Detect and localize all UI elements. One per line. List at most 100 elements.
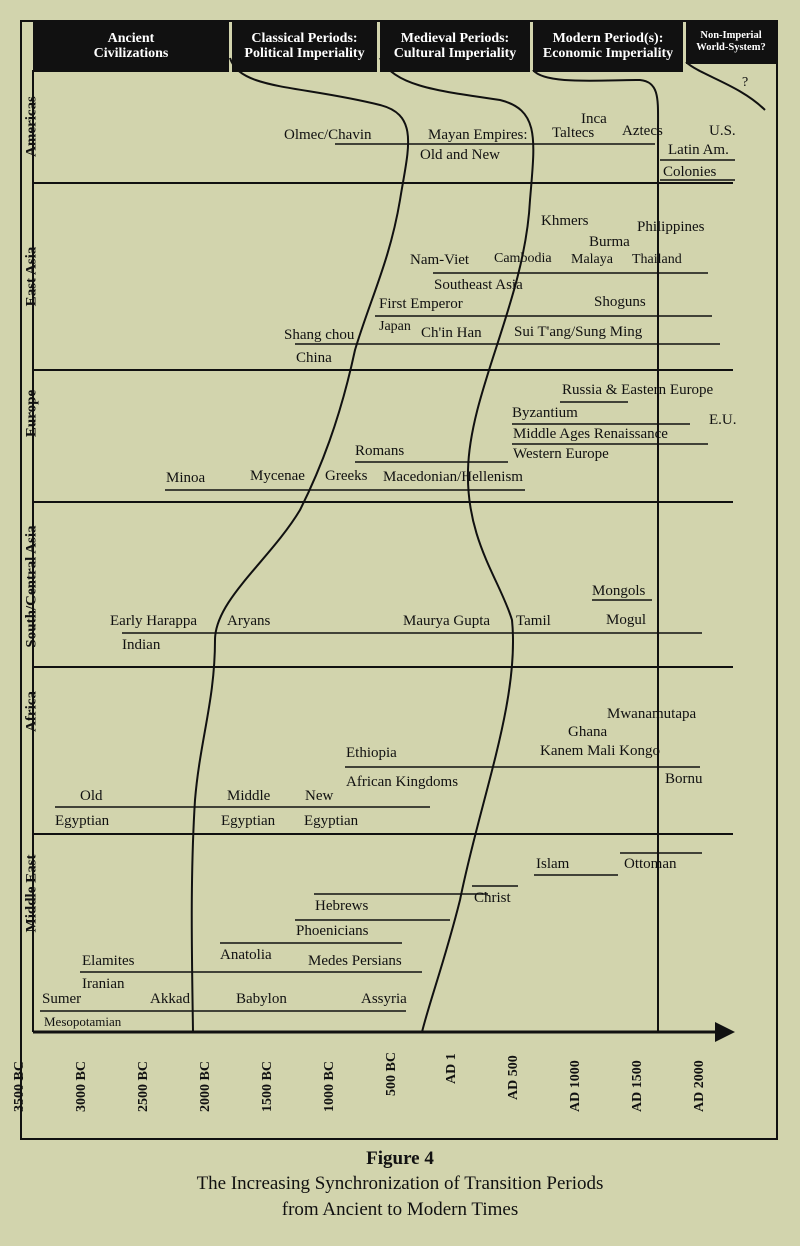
header-modern-line2: Economic Imperiality — [542, 46, 674, 61]
time-axis-arrowhead — [715, 1022, 735, 1042]
header-modern: Modern Period(s): Economic Imperiality — [533, 20, 683, 72]
label-nam-viet: Nam-Viet — [410, 252, 470, 268]
label-islam: Islam — [536, 856, 570, 872]
header-medieval: Medieval Periods: Cultural Imperiality — [380, 20, 530, 72]
tick-2500bc: 2500 BC — [136, 1044, 172, 1112]
label-greeks: Greeks — [325, 468, 368, 484]
region-africa: Africa — [23, 691, 40, 732]
label-taltecs: Taltecs — [552, 125, 595, 141]
label-christ: Christ — [474, 890, 511, 906]
label-japan: Japan — [379, 319, 411, 334]
label-mycenae: Mycenae — [250, 468, 305, 484]
transition-curve-classical — [190, 57, 410, 1033]
label-burma: Burma — [589, 234, 630, 250]
label-mayan: Mayan Empires: — [428, 127, 528, 143]
tick-1500bc: 1500 BC — [260, 1044, 296, 1112]
label-phoenicians: Phoenicians — [296, 923, 369, 939]
tick-2000bc: 2000 BC — [198, 1044, 234, 1112]
label-malaya: Malaya — [571, 252, 613, 267]
header-nonimperial-line1: Non-Imperial — [700, 30, 762, 41]
tick-500bc: 500 BC — [384, 1044, 420, 1096]
header-medieval-line2: Cultural Imperiality — [393, 46, 517, 61]
label-sumer: Sumer — [42, 991, 82, 1007]
tick-label: AD 1 — [444, 1053, 459, 1084]
label-assyria: Assyria — [361, 991, 407, 1007]
label-china: China — [296, 350, 332, 366]
region-east-asia: East Asia — [23, 246, 40, 307]
label-eu: E.U. — [709, 412, 737, 428]
header-ancient-line2: Civilizations — [93, 46, 169, 61]
label-mesopotamian: Mesopotamian — [44, 1014, 122, 1029]
label-cambodia: Cambodia — [494, 251, 552, 266]
label-aztecs: Aztecs — [622, 123, 663, 139]
tick-label: 2500 BC — [136, 1061, 151, 1112]
label-western-europe: Western Europe — [513, 446, 609, 462]
label-medes: Medes Persians — [308, 953, 402, 969]
label-egyptian-middle: Egyptian — [221, 813, 276, 829]
label-maurya: Maurya Gupta — [403, 613, 491, 629]
label-tamil: Tamil — [516, 613, 551, 629]
tick-3500bc: 3500 BC — [12, 1044, 48, 1112]
label-sui: Sui T'ang/Sung Ming — [514, 324, 643, 340]
tick-label: 2000 BC — [198, 1061, 213, 1112]
label-mongols: Mongols — [592, 583, 646, 599]
header-ancient-line1: Ancient — [107, 31, 155, 46]
region-south-central-asia: South/Central Asia — [23, 525, 40, 648]
label-minoa: Minoa — [166, 470, 206, 486]
label-romans: Romans — [355, 443, 405, 459]
caption-title: Figure 4 — [366, 1148, 434, 1169]
tick-ad2000: AD 2000 — [692, 1044, 728, 1112]
label-egyptian-new: Egyptian — [304, 813, 359, 829]
label-akkad: Akkad — [150, 991, 190, 1007]
label-latin-am: Latin Am. — [668, 142, 729, 158]
header-classical-line2: Political Imperiality — [244, 46, 365, 61]
header-nonimperial-line2: World-System? — [696, 42, 766, 53]
caption-line1: The Increasing Synchronization of Transi… — [196, 1173, 604, 1194]
label-philippines: Philippines — [637, 219, 705, 235]
tick-label: AD 1500 — [630, 1060, 645, 1112]
label-anatolia: Anatolia — [220, 947, 272, 963]
tick-label: AD 1000 — [568, 1060, 583, 1112]
label-bornu: Bornu — [665, 771, 703, 787]
tick-3000bc: 3000 BC — [74, 1044, 110, 1112]
label-hebrews: Hebrews — [315, 898, 369, 914]
caption-line2: from Ancient to Modern Times — [281, 1199, 519, 1220]
label-us: U.S. — [709, 123, 736, 139]
tick-label: 1000 BC — [322, 1061, 337, 1112]
label-mogul: Mogul — [606, 612, 647, 628]
header-ancient: Ancient Civilizations — [33, 20, 229, 72]
label-old: Old — [80, 788, 103, 804]
label-colonies: Colonies — [663, 164, 717, 180]
header-medieval-line1: Medieval Periods: — [400, 31, 510, 46]
label-babylon: Babylon — [236, 991, 287, 1007]
tick-label: 3500 BC — [12, 1061, 27, 1112]
label-inca: Inca — [581, 111, 607, 127]
label-chin-han: Ch'in Han — [421, 325, 482, 341]
tick-ad500: AD 500 — [506, 1044, 542, 1100]
figure-caption: Figure 4 The Increasing Synchronization … — [0, 1147, 800, 1223]
label-olmec: Olmec/Chavin — [284, 127, 372, 143]
label-russia: Russia & Eastern Europe — [562, 382, 714, 398]
transition-curve-nonimperial — [685, 61, 766, 111]
header-modern-line1: Modern Period(s): — [552, 31, 664, 46]
label-ghana: Ghana — [568, 724, 608, 740]
label-byzantium: Byzantium — [512, 405, 578, 421]
label-new: New — [305, 788, 334, 804]
transition-curve-medieval — [379, 57, 535, 1033]
label-khmers: Khmers — [541, 213, 589, 229]
label-mwanamutapa: Mwanamutapa — [607, 706, 697, 722]
tick-ad1: AD 1 — [444, 1044, 480, 1084]
tick-ad1500: AD 1500 — [630, 1044, 666, 1112]
label-egyptian-old: Egyptian — [55, 813, 110, 829]
label-middle: Middle — [227, 788, 271, 804]
label-early-harappa: Early Harappa — [110, 613, 198, 629]
header-classical-line1: Classical Periods: — [251, 31, 358, 46]
transition-curve-modern — [532, 69, 660, 1032]
label-kanem: Kanem Mali Kongo — [540, 743, 660, 759]
label-macedonian: Macedonian/Hellenism — [383, 469, 523, 485]
label-indian: Indian — [122, 637, 161, 653]
label-iranian: Iranian — [82, 976, 125, 992]
tick-label: 500 BC — [384, 1052, 399, 1096]
label-aryans: Aryans — [227, 613, 271, 629]
